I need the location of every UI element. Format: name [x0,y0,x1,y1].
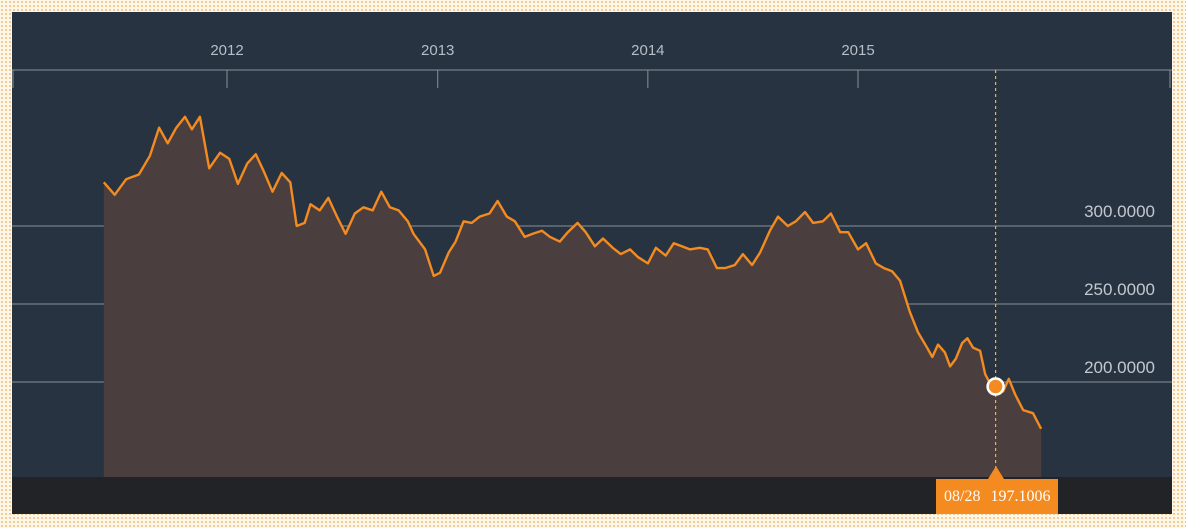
tooltip-date: 08/28 [944,487,981,505]
x-axis: 2012 2013 2014 2015 [12,42,1172,88]
hover-marker [986,377,1005,396]
tooltip-arrow [987,466,1004,479]
chart-area[interactable]: 200.0000 250.0000 300.0000 2012 2013 2014 201… [12,12,1172,514]
x-tick-label-2012: 2012 [210,42,243,59]
y-tick-label-250: 250.0000 [1084,280,1155,299]
value-tooltip: 08/28 197.1006 [936,479,1059,514]
series-line [102,115,1043,430]
x-tick-label-2015: 2015 [841,42,874,59]
x-tick-label-2013: 2013 [421,42,454,59]
y-tick-label-200: 200.0000 [1084,358,1155,377]
series-area [103,116,1042,478]
tooltip-value: 197.1006 [990,487,1051,505]
y-axis: 200.0000 250.0000 300.0000 [1084,202,1155,377]
y-tick-label-300: 300.0000 [1084,202,1155,221]
x-tick-label-2014: 2014 [631,42,664,59]
